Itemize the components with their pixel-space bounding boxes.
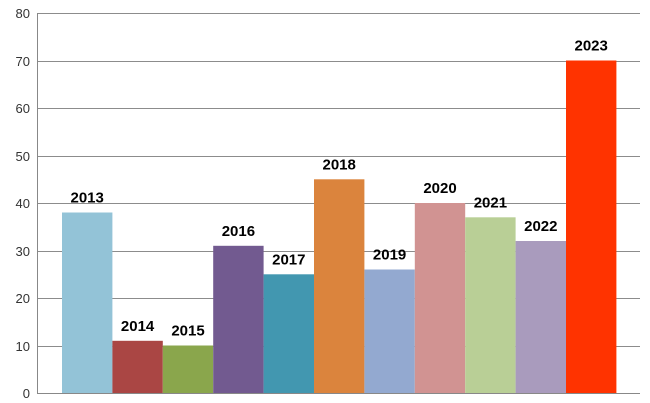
bar-2020 bbox=[414, 203, 466, 393]
bars bbox=[62, 60, 617, 394]
y-tick-label: 70 bbox=[16, 54, 30, 69]
bar-2015 bbox=[162, 345, 214, 393]
y-tick-label: 30 bbox=[16, 244, 30, 259]
bar-2023 bbox=[566, 60, 617, 393]
bar-2021 bbox=[465, 217, 516, 394]
bar-2014 bbox=[112, 340, 163, 394]
bar-2013 bbox=[62, 212, 113, 393]
y-tick-label: 50 bbox=[16, 149, 30, 164]
y-tick-label: 20 bbox=[16, 291, 30, 306]
data-label-2022: 2022 bbox=[524, 218, 557, 235]
y-tick-label: 80 bbox=[16, 6, 30, 21]
bar-2017 bbox=[263, 274, 314, 394]
data-label-2021: 2021 bbox=[474, 194, 507, 211]
y-tick-label: 40 bbox=[16, 196, 30, 211]
bar-2022 bbox=[515, 241, 566, 393]
y-tick-label: 60 bbox=[16, 101, 30, 116]
data-labels: 2013 2014 2015 2016 2017 2018 2019 2020 2021 2022… bbox=[71, 38, 608, 340]
y-tick-label: 0 bbox=[23, 386, 30, 401]
bar-2018 bbox=[314, 179, 365, 394]
data-label-2016: 2016 bbox=[222, 223, 255, 240]
data-label-2013: 2013 bbox=[71, 190, 104, 207]
data-label-2017: 2017 bbox=[272, 251, 305, 268]
data-label-2020: 2020 bbox=[423, 180, 456, 197]
y-axis-ticks: 0 10 20 30 40 50 60 70 80 bbox=[16, 6, 30, 401]
bar-2019 bbox=[364, 269, 415, 393]
data-label-2015: 2015 bbox=[171, 323, 204, 340]
y-tick-label: 10 bbox=[16, 339, 30, 354]
data-label-2023: 2023 bbox=[575, 38, 608, 55]
bar-2016 bbox=[213, 245, 264, 394]
data-label-2014: 2014 bbox=[121, 318, 155, 335]
data-label-2019: 2019 bbox=[373, 247, 406, 264]
data-label-2018: 2018 bbox=[323, 156, 356, 173]
